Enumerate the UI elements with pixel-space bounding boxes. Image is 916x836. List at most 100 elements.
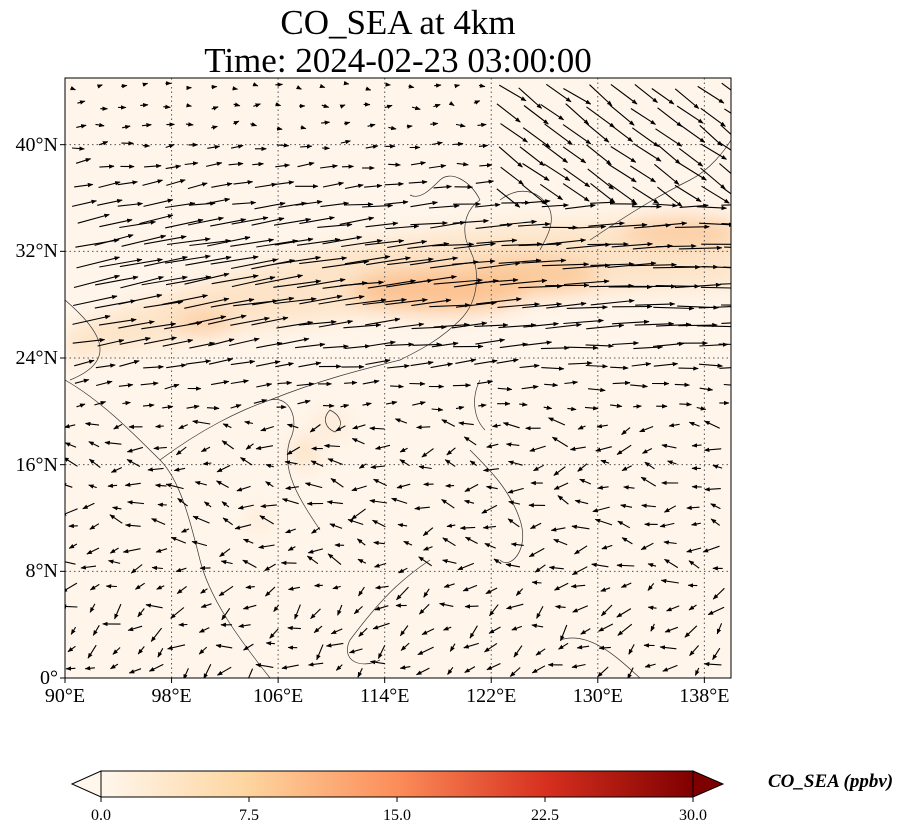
wind-arrow [187, 182, 208, 190]
wind-arrow [699, 387, 714, 392]
wind-arrow [481, 504, 498, 514]
wind-arrow [76, 256, 121, 269]
wind-arrow [236, 485, 251, 492]
wind-arrow [343, 121, 351, 126]
wind-arrow [441, 498, 455, 509]
wind-arrow [96, 380, 113, 387]
wind-arrow [317, 222, 353, 228]
wind-arrow [505, 563, 521, 568]
wind-arrow [563, 88, 592, 105]
wind-arrow [124, 523, 141, 528]
wind-arrow [590, 200, 616, 205]
wind-arrow [475, 338, 506, 345]
wind-arrow [187, 216, 224, 226]
wind-arrow [577, 425, 586, 430]
wind-arrow [430, 362, 454, 369]
wind-arrow [484, 542, 496, 549]
wind-arrow [237, 504, 254, 510]
wind-arrow [104, 440, 122, 446]
wind-arrow [65, 666, 76, 671]
wind-arrow [273, 279, 322, 288]
wind-arrow [416, 425, 431, 430]
wind-arrow [127, 625, 143, 632]
wind-arrow [265, 586, 276, 597]
lon-tick-label: 138°E [679, 685, 730, 707]
wind-arrow [200, 603, 212, 608]
wind-arrow [586, 144, 612, 166]
wind-arrow [332, 585, 341, 590]
wind-arrow [99, 164, 115, 169]
wind-arrow [412, 342, 443, 347]
wind-arrow [620, 582, 632, 588]
wind-arrow [476, 297, 522, 305]
wind-arrow [121, 124, 131, 130]
wind-arrow [421, 628, 435, 635]
wind-arrow [446, 523, 456, 528]
wind-arrow [634, 83, 658, 103]
wind-arrow [630, 165, 656, 183]
wind-arrow [73, 274, 121, 289]
wind-arrow [245, 584, 255, 590]
wind-arrow [616, 608, 632, 618]
wind-arrow [367, 279, 417, 289]
wind-arrow [124, 482, 141, 487]
wind-arrow [446, 447, 456, 456]
wind-arrow [568, 224, 607, 229]
wind-arrow [285, 528, 296, 534]
wind-arrow [510, 542, 524, 547]
wind-arrow [244, 420, 254, 425]
wind-arrow [523, 321, 559, 328]
wind-arrow [590, 298, 635, 306]
wind-arrow [162, 294, 209, 305]
wind-arrow [98, 317, 137, 326]
wind-arrow [399, 459, 410, 467]
wind-arrow [139, 214, 174, 225]
wind-arrow [496, 358, 519, 364]
wind-arrow [498, 258, 542, 264]
wind-arrow [659, 522, 675, 528]
wind-arrow [76, 124, 87, 129]
wind-arrow [400, 642, 410, 651]
wind-arrow [414, 506, 430, 511]
wind-arrow [542, 143, 568, 163]
wind-arrow [287, 586, 301, 591]
wind-arrow [411, 105, 421, 111]
wind-arrow [362, 203, 394, 208]
wind-arrow [252, 82, 259, 87]
wind-arrow [580, 628, 591, 635]
wind-arrow [508, 500, 521, 505]
wind-arrow [113, 423, 123, 430]
wind-arrow [273, 217, 312, 226]
wind-arrow [396, 483, 411, 489]
wind-arrow [69, 85, 76, 91]
wind-arrow [219, 548, 231, 558]
wind-arrow [163, 104, 171, 110]
wind-arrow [388, 125, 397, 131]
colorbar-tick-label: 7.5 [239, 807, 259, 824]
wind-arrow [372, 519, 386, 528]
wind-arrow [644, 461, 655, 470]
wind-arrow [294, 604, 301, 620]
wind-arrow [493, 558, 502, 565]
wind-arrow [364, 183, 383, 189]
wind-arrow [273, 604, 280, 613]
wind-arrow [551, 436, 568, 448]
wind-arrow [287, 546, 296, 551]
wind-arrow [162, 338, 194, 347]
wind-arrow [721, 204, 731, 206]
wind-arrow [120, 275, 165, 289]
wind-arrow [281, 498, 299, 505]
wind-arrow [200, 446, 211, 453]
wind-arrow [453, 241, 496, 250]
wind-arrow [433, 322, 470, 328]
wind-arrow [373, 562, 387, 568]
wind-arrow [477, 261, 521, 270]
wind-arrow [210, 218, 247, 227]
wind-arrow [109, 514, 123, 524]
wind-arrow [165, 218, 204, 229]
wind-arrow [276, 126, 283, 131]
wind-arrow [299, 216, 335, 225]
colorbar-tick-label: 0.0 [91, 807, 111, 824]
wind-arrow [126, 459, 141, 467]
wind-arrow [245, 443, 254, 450]
